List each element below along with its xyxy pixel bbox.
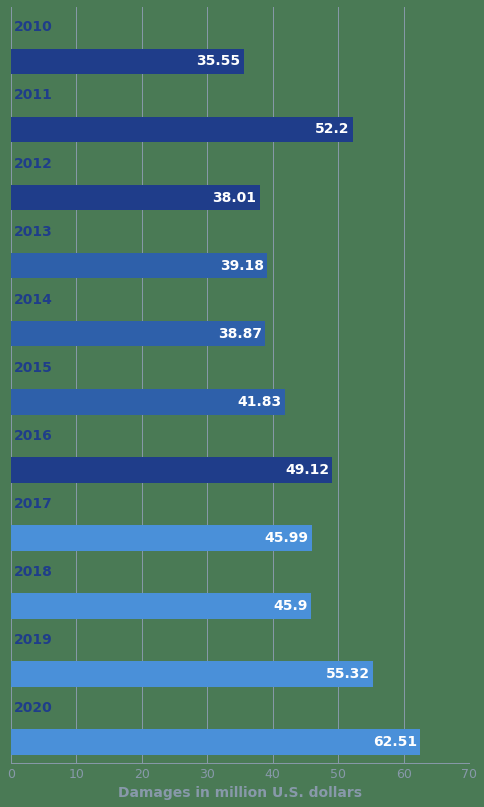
Text: 2011: 2011: [14, 89, 53, 102]
Bar: [11, 593, 311, 619]
Text: 38.01: 38.01: [212, 190, 257, 204]
Text: 2013: 2013: [14, 224, 53, 239]
Text: 2018: 2018: [14, 565, 53, 579]
X-axis label: Damages in million U.S. dollars: Damages in million U.S. dollars: [118, 786, 362, 800]
Text: 62.51: 62.51: [373, 735, 417, 749]
Text: 45.99: 45.99: [265, 531, 309, 545]
Text: 2017: 2017: [14, 497, 53, 511]
Text: 52.2: 52.2: [315, 123, 349, 136]
Text: 2019: 2019: [14, 633, 53, 647]
Text: 55.32: 55.32: [326, 667, 370, 681]
Text: 49.12: 49.12: [285, 463, 329, 477]
Bar: [11, 253, 267, 278]
Bar: [11, 525, 312, 550]
Bar: [11, 185, 260, 211]
Bar: [11, 389, 285, 415]
Text: 2014: 2014: [14, 293, 53, 307]
Text: 45.9: 45.9: [273, 599, 308, 613]
Bar: [11, 321, 265, 346]
Text: 2016: 2016: [14, 429, 53, 443]
Text: 39.18: 39.18: [220, 259, 264, 273]
Bar: [11, 730, 420, 755]
Text: 2020: 2020: [14, 701, 53, 715]
Text: 2015: 2015: [14, 361, 53, 374]
Text: 38.87: 38.87: [218, 327, 262, 341]
Text: 2012: 2012: [14, 157, 53, 170]
Bar: [11, 662, 373, 687]
Bar: [11, 457, 333, 483]
Bar: [11, 117, 352, 142]
Text: 2010: 2010: [14, 20, 53, 35]
Text: 35.55: 35.55: [196, 54, 241, 69]
Text: 41.83: 41.83: [237, 395, 281, 409]
Bar: [11, 48, 243, 74]
